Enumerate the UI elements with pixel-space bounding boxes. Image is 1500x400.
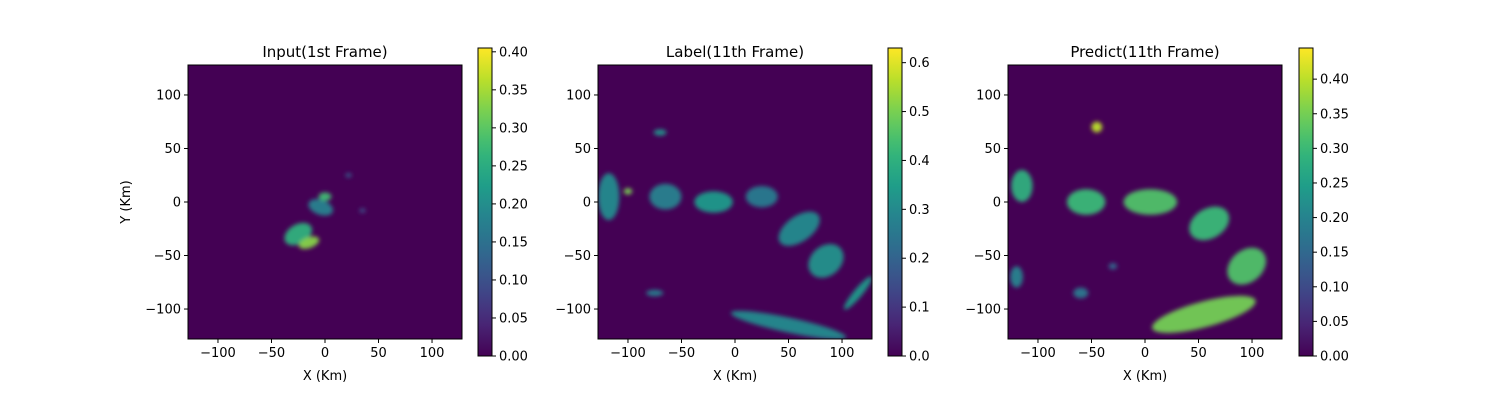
y-tick-label: −100	[145, 303, 181, 318]
y-tick-label: −50	[564, 249, 591, 264]
colorbar-tick-label: 0.00	[499, 350, 528, 365]
heatmap-feature-9	[653, 129, 667, 136]
colorbar-tick-label: 0.25	[499, 159, 528, 174]
y-tick-label: 100	[566, 88, 591, 103]
x-axis-label: X (Km)	[303, 369, 347, 384]
x-tick-label: 0	[731, 346, 739, 361]
colorbar: 0.00 0.05 0.10 0.15 0.20 0.25 0.30 0.35 0.40	[1298, 47, 1349, 365]
x-tick-label: 100	[1240, 346, 1265, 361]
y-tick-label: 0	[583, 196, 591, 211]
x-tick-label: 50	[370, 346, 387, 361]
colorbar-tick-label: 0.2	[909, 252, 930, 267]
colorbar: 0.00 0.05 0.10 0.15 0.20 0.25 0.30 0.35 0.40	[477, 45, 528, 365]
y-tick-label: 100	[156, 88, 181, 103]
heatmap-background	[598, 65, 872, 339]
heatmap-feature-5	[1227, 247, 1267, 285]
heatmap-feature-6	[808, 243, 844, 278]
x-tick-label: −100	[610, 346, 646, 361]
colorbar-tick-label: 0.10	[1320, 280, 1349, 295]
x-axis-label: X (Km)	[713, 369, 757, 384]
heatmap-feature-7	[730, 310, 847, 339]
heatmap-feature-5	[778, 211, 820, 246]
y-tick-label: −100	[965, 303, 1001, 318]
colorbar-tick-label: 0.1	[909, 301, 930, 316]
heatmap-feature-6	[359, 208, 366, 213]
heatmap-feature-8	[843, 276, 872, 310]
colorbar-tick-label: 0.05	[499, 311, 528, 326]
heatmap-feature-2	[1066, 189, 1106, 215]
x-axis-label: X (Km)	[1123, 369, 1167, 384]
chart-title: Label(11th Frame)	[666, 43, 804, 61]
x-tick-label: −100	[1020, 346, 1056, 361]
heatmap-feature-3	[1123, 189, 1178, 215]
heatmap-feature-7	[1010, 266, 1023, 288]
colorbar-tick-label: 0.40	[499, 45, 528, 60]
colorbar-tick-label: 0.4	[909, 154, 930, 169]
heatmap-feature-4	[318, 192, 332, 201]
colorbar-tick-label: 0.10	[499, 273, 528, 288]
heatmap-feature-10	[1108, 263, 1118, 270]
heatmap-feature-2	[649, 183, 682, 210]
colorbar-gradient	[887, 47, 903, 357]
colorbar-tick-label: 0.35	[1320, 107, 1349, 122]
y-tick-label: −50	[974, 249, 1001, 264]
colorbar-gradient	[1298, 47, 1314, 357]
y-tick-label: 0	[173, 196, 181, 211]
y-tick-label: 50	[574, 142, 591, 157]
x-tick-label: −50	[258, 346, 285, 361]
colorbar-gradient	[477, 47, 493, 357]
heatmap-panel-1: −100 −50 0 50 100 100 50 0 −50 −100 Input(1st Fram…	[119, 43, 463, 384]
x-tick-label: −100	[200, 346, 236, 361]
colorbar: 0.0 0.1 0.2 0.3 0.4 0.5 0.6	[887, 47, 930, 365]
colorbar-tick-label: 0.40	[1320, 73, 1349, 88]
heatmap-feature-3	[308, 199, 334, 216]
y-axis-label: Y (Km)	[119, 180, 134, 224]
heatmap-feature-3	[694, 191, 733, 213]
x-tick-label: 50	[780, 346, 797, 361]
colorbar-tick-label: 0.15	[1320, 246, 1349, 261]
y-tick-label: 50	[164, 142, 181, 157]
x-tick-label: 100	[420, 346, 445, 361]
heatmap-feature-2	[298, 236, 320, 249]
chart-title: Predict(11th Frame)	[1070, 43, 1219, 61]
heatmap-feature-1	[598, 173, 620, 221]
x-tick-label: −50	[1078, 346, 1105, 361]
x-tick-label: 50	[1190, 346, 1207, 361]
heatmap-panel-3: −100 −50 0 50 100 100 50 0 −50 −100 Predict(11th F…	[965, 43, 1283, 384]
heatmap-feature-6	[1152, 295, 1256, 333]
colorbar-tick-label: 0.20	[499, 197, 528, 212]
colorbar-tick-label: 0.20	[1320, 211, 1349, 226]
colorbar-tick-label: 0.6	[909, 56, 930, 71]
x-tick-label: 100	[830, 346, 855, 361]
colorbar-tick-label: 0.5	[909, 105, 930, 120]
x-tick-label: 0	[321, 346, 329, 361]
heatmap-panel-2: −100 −50 0 50 100 100 50 0 −50 −100 Label(11th Fra…	[555, 43, 873, 384]
heatmap-feature-10	[646, 289, 664, 297]
heatmap-feature-8	[1073, 287, 1089, 299]
colorbar-tick-label: 0.25	[1320, 176, 1349, 191]
heatmap-feature-11	[623, 188, 633, 195]
y-tick-label: −50	[154, 249, 181, 264]
y-tick-label: 50	[984, 142, 1001, 157]
y-tick-label: −100	[555, 303, 591, 318]
heatmap-feature-4	[1189, 206, 1230, 241]
colorbar-tick-label: 0.30	[499, 121, 528, 136]
colorbar-tick-label: 0.15	[499, 235, 528, 250]
heatmap-feature-1	[1011, 169, 1033, 202]
colorbar-tick-label: 0.3	[909, 203, 930, 218]
heatmap-feature-5	[345, 173, 352, 178]
colorbar-tick-label: 0.05	[1320, 315, 1349, 330]
colorbar-tick-label: 0.0	[909, 350, 930, 365]
x-tick-label: 0	[1141, 346, 1149, 361]
chart-title: Input(1st Frame)	[262, 43, 387, 61]
heatmap-feature-9	[1091, 121, 1103, 133]
y-tick-label: 100	[976, 88, 1001, 103]
colorbar-tick-label: 0.35	[499, 83, 528, 98]
x-tick-label: −50	[668, 346, 695, 361]
y-tick-label: 0	[993, 196, 1001, 211]
colorbar-tick-label: 0.30	[1320, 142, 1349, 157]
heatmap-feature-4	[745, 185, 778, 208]
colorbar-tick-label: 0.00	[1320, 350, 1349, 365]
